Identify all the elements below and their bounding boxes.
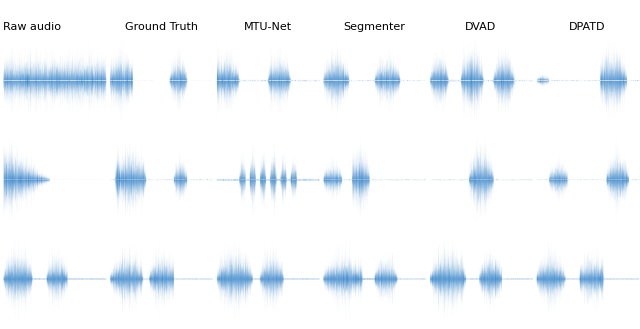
Text: Raw audio: Raw audio: [3, 22, 61, 32]
Title: DPATD: DPATD: [569, 22, 605, 32]
Title: MTU-Net: MTU-Net: [244, 22, 292, 32]
Title: DVAD: DVAD: [465, 22, 497, 32]
Title: Ground Truth: Ground Truth: [125, 22, 198, 32]
Title: Segmenter: Segmenter: [343, 22, 405, 32]
